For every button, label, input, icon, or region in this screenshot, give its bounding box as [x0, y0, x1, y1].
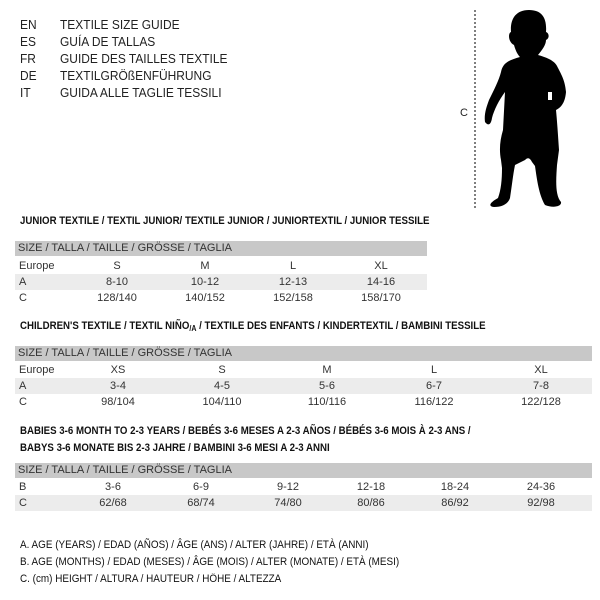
row-label: Europe: [19, 364, 55, 376]
table-row: A 3-4 4-5 5-6 6-7 7-8: [15, 378, 592, 394]
table-cell: 104/110: [202, 396, 242, 408]
row-label: C: [19, 396, 27, 408]
babies-size-header: SIZE / TALLA / TAILLE / GRÖSSE / TAGLIA: [15, 463, 592, 478]
row-label: A: [19, 380, 27, 392]
table-cell: 80/86: [357, 497, 385, 509]
table-row: C 128/140 140/152 152/158 158/170: [15, 290, 427, 306]
guide-title: GUÍA DE TALLAS: [60, 34, 156, 49]
table-cell: 6-7: [426, 380, 442, 392]
table-cell: 18-24: [440, 481, 470, 493]
table-cell: 8-10: [105, 276, 129, 288]
junior-title: JUNIOR TEXTILE / TEXTIL JUNIOR/ TEXTILE …: [20, 215, 430, 227]
table-cell: XL: [374, 260, 388, 272]
table-cell: 140/152: [185, 292, 225, 304]
table-cell: 7-8: [533, 380, 549, 392]
table-cell: 10-12: [190, 276, 220, 288]
table-cell: 14-16: [366, 276, 396, 288]
babies-title-line2: BABYS 3-6 MONATE BIS 2-3 JAHRE / BAMBINI…: [20, 442, 330, 454]
table-cell: 128/140: [97, 292, 137, 304]
language-code: FR: [20, 51, 36, 66]
table-cell: 3-4: [110, 380, 126, 392]
guide-title: GUIDE DES TAILLES TEXTILE: [60, 51, 228, 66]
table-row: C 98/104 104/110 110/116 116/122 122/128: [15, 394, 592, 410]
table-cell: 4-5: [214, 380, 230, 392]
table-cell: 110/116: [307, 396, 347, 408]
table-cell: 62/68: [99, 497, 127, 509]
table-row: A 8-10 10-12 12-13 14-16: [15, 274, 427, 290]
table-cell: 152/158: [273, 292, 313, 304]
table-cell: 74/80: [274, 497, 302, 509]
table-cell: L: [430, 364, 438, 376]
table-row: B 3-6 6-9 9-12 12-18 18-24 24-36: [15, 479, 592, 495]
language-code: DE: [20, 68, 37, 83]
child-silhouette-icon: [474, 10, 566, 208]
table-cell: 6-9: [193, 481, 209, 493]
row-label: B: [19, 481, 27, 493]
table-cell: 9-12: [276, 481, 300, 493]
row-label: C: [19, 497, 27, 509]
table-cell: XL: [534, 364, 548, 376]
children-size-header: SIZE / TALLA / TAILLE / GRÖSSE / TAGLIA: [15, 346, 592, 361]
table-cell: 98/104: [101, 396, 135, 408]
table-cell: 3-6: [105, 481, 121, 493]
measure-label: C: [460, 107, 468, 119]
language-code: IT: [20, 85, 31, 100]
table-cell: S: [113, 260, 121, 272]
table-cell: M: [322, 364, 332, 376]
row-label: Europe: [19, 260, 55, 272]
table-cell: 86/92: [441, 497, 469, 509]
table-cell: L: [289, 260, 297, 272]
table-row: Europe XS S M L XL: [15, 362, 592, 378]
children-title: CHILDREN'S TEXTILE / TEXTIL NIÑO/A / TEX…: [20, 320, 486, 333]
babies-title-line1: BABIES 3-6 MONTH TO 2-3 YEARS / BEBÉS 3-…: [20, 425, 471, 437]
table-cell: 12-18: [356, 481, 386, 493]
guide-title: GUIDA ALLE TAGLIE TESSILI: [60, 85, 222, 100]
row-label: A: [19, 276, 27, 288]
junior-size-header: SIZE / TALLA / TAILLE / GRÖSSE / TAGLIA: [15, 241, 427, 256]
table-cell: 122/128: [521, 396, 561, 408]
language-code: ES: [20, 34, 36, 49]
table-cell: 92/98: [527, 497, 555, 509]
table-cell: 158/170: [361, 292, 401, 304]
table-cell: 5-6: [319, 380, 335, 392]
table-cell: 116/122: [414, 396, 454, 408]
legend-item: A. AGE (YEARS) / EDAD (AÑOS) / ÂGE (ANS)…: [20, 539, 369, 551]
language-code: EN: [20, 17, 37, 32]
table-row: C 62/68 68/74 74/80 80/86 86/92 92/98: [15, 495, 592, 511]
table-cell: S: [218, 364, 226, 376]
table-row: Europe S M L XL: [15, 258, 427, 274]
legend-item: B. AGE (MONTHS) / EDAD (MESES) / ÂGE (MO…: [20, 556, 400, 568]
table-cell: XS: [110, 364, 126, 376]
table-cell: 24-36: [526, 481, 556, 493]
table-cell: 12-13: [278, 276, 308, 288]
guide-title: TEXTILE SIZE GUIDE: [60, 17, 180, 32]
table-cell: M: [200, 260, 210, 272]
table-cell: 68/74: [187, 497, 215, 509]
row-label: C: [19, 292, 27, 304]
guide-title: TEXTILGRÖßENFÜHRUNG: [60, 68, 212, 83]
legend-item: C. (cm) HEIGHT / ALTURA / HAUTEUR / HÖHE…: [20, 573, 282, 585]
